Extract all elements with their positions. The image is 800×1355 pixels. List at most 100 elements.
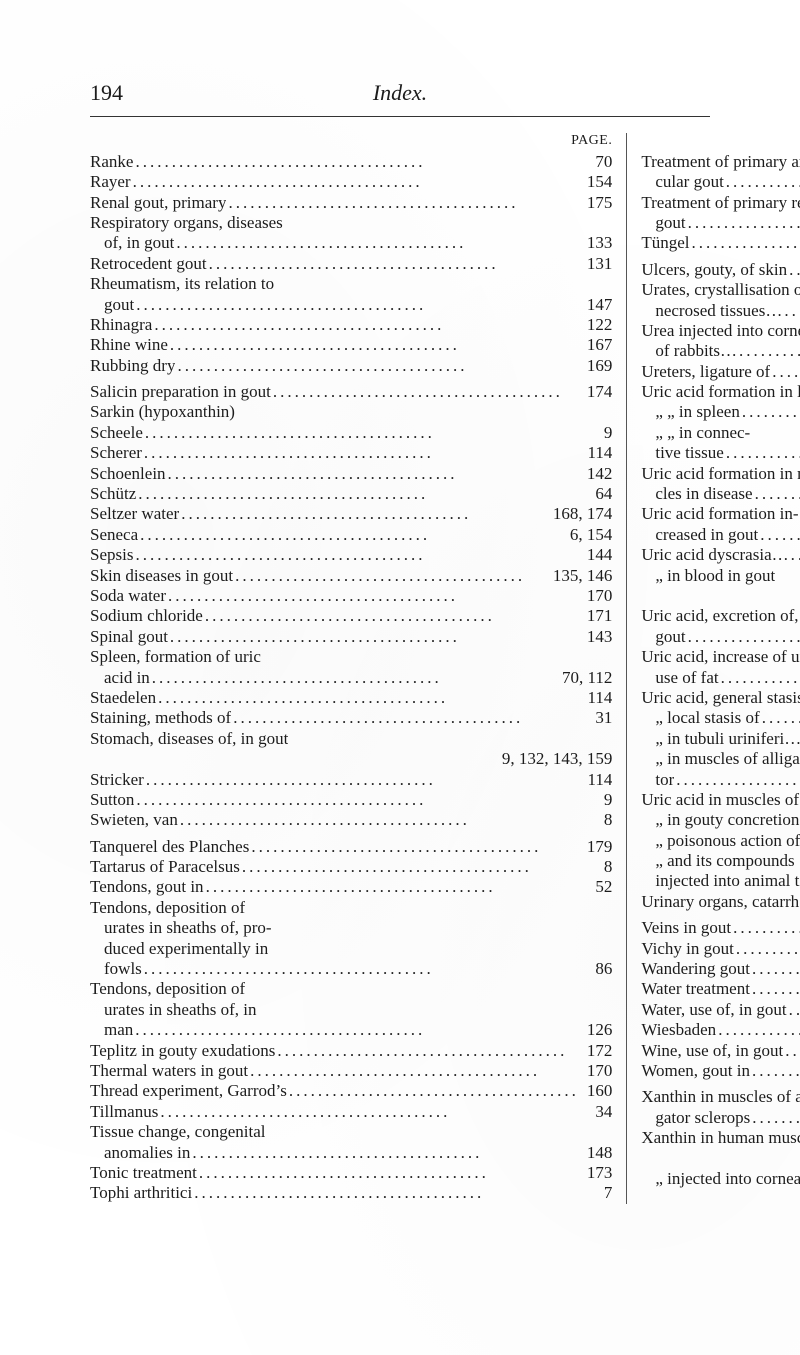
entry-leader-dots: ........................................ bbox=[142, 959, 590, 979]
index-entry: Schoenlein..............................… bbox=[90, 464, 612, 484]
entry-page: 170 bbox=[581, 586, 613, 606]
entry-leader-dots: ........................................ bbox=[724, 172, 800, 192]
entry-label: Sutton bbox=[90, 790, 134, 810]
entry-label: Seneca bbox=[90, 525, 138, 545]
entry-page: 9 bbox=[598, 423, 613, 443]
entry-leader-dots: ........................................ bbox=[133, 1020, 581, 1040]
entry-label: tor bbox=[655, 770, 674, 790]
entry-leader-dots: ........................................ bbox=[156, 688, 581, 708]
entry-page: 52 bbox=[589, 877, 612, 897]
entry-page: 142 bbox=[581, 464, 613, 484]
entry-label: Wandering gout bbox=[641, 959, 750, 979]
index-entry: tor.....................................… bbox=[641, 770, 800, 790]
entry-leader-dots: ........................................ bbox=[758, 525, 800, 545]
index-entry: Skin diseases in gout...................… bbox=[90, 566, 612, 586]
entry-label: Tonic treatment bbox=[90, 1163, 197, 1183]
index-entry: Water, use of, in gout..................… bbox=[641, 1000, 800, 1020]
entry-page: 6, 154 bbox=[564, 525, 613, 545]
entry-leader-dots: ........................................ bbox=[166, 464, 581, 484]
entry-page: 135, 146 bbox=[547, 566, 613, 586]
entry-leader-dots: ........................................ bbox=[674, 770, 800, 790]
entry-label: Ureters, ligature of bbox=[641, 362, 770, 382]
entry-label: gout bbox=[655, 213, 685, 233]
entry-label: Seltzer water bbox=[90, 504, 179, 524]
index-entry: Sodium chloride.........................… bbox=[90, 606, 612, 626]
entry-leader-dots: ........................................ bbox=[716, 1020, 800, 1040]
entry-page: 122 bbox=[581, 315, 613, 335]
index-entry: Tophi arthritici........................… bbox=[90, 1183, 612, 1203]
entry-page: 147 bbox=[581, 295, 613, 315]
entry-label: Sarkin (hypoxanthin) bbox=[90, 402, 235, 422]
entry-label: Spleen, formation of uric bbox=[90, 647, 261, 667]
index-entry: acid in.................................… bbox=[90, 668, 612, 688]
entry-leader-dots: ........................................ bbox=[204, 877, 590, 897]
index-entry: Scherer.................................… bbox=[90, 443, 612, 463]
index-entry: Staedelen...............................… bbox=[90, 688, 612, 708]
entry-label: „ in tubuli uriniferi… bbox=[655, 729, 800, 749]
entry-page: 31 bbox=[589, 708, 612, 728]
index-entry: Stricker................................… bbox=[90, 770, 612, 790]
header-rule bbox=[90, 116, 710, 117]
entry-label: Vichy in gout bbox=[641, 939, 733, 959]
index-entry: Respiratory organs, diseases bbox=[90, 213, 612, 233]
entry-label: Xanthin in human muscle bbox=[641, 1128, 800, 1148]
index-entry: Tüngel..................................… bbox=[641, 233, 800, 253]
entry-leader-dots: ........................................ bbox=[233, 566, 547, 586]
entry-leader-dots: ........................................ bbox=[226, 193, 580, 213]
index-entry: Urinary organs, catarrh of..............… bbox=[641, 892, 800, 912]
entry-page: 114 bbox=[581, 443, 612, 463]
entry-leader-dots: ........................................ bbox=[143, 423, 598, 443]
index-entry: „ „ in connec- bbox=[641, 423, 800, 443]
entry-label: of, in gout bbox=[104, 233, 174, 253]
index-entry: Thread experiment, Garrod’s.............… bbox=[90, 1081, 612, 1101]
entry-page: 179 bbox=[581, 837, 613, 857]
index-entry: „ in blood in gout bbox=[641, 566, 800, 586]
entry-page: 175 bbox=[581, 193, 613, 213]
entry-label: Spinal gout bbox=[90, 627, 168, 647]
index-entry: Rayer...................................… bbox=[90, 172, 612, 192]
entry-page: 167 bbox=[581, 335, 613, 355]
entry-label: Rubbing dry bbox=[90, 356, 175, 376]
index-entry: Uric acid formation in mus- bbox=[641, 464, 800, 484]
index-entry: Urea injected into cornea bbox=[641, 321, 800, 341]
entry-label: Soda water bbox=[90, 586, 166, 606]
entry-leader-dots: ........................................ bbox=[248, 1061, 581, 1081]
entry-label: Schoenlein bbox=[90, 464, 166, 484]
index-entry: Xanthin in human muscle bbox=[641, 1128, 800, 1148]
entry-label: Uric acid in muscles of fowls bbox=[641, 790, 800, 810]
index-entry: Seneca..................................… bbox=[90, 525, 612, 545]
index-entry: Uric acid dyscrasia…....................… bbox=[641, 545, 800, 565]
index-entry: Stomach, diseases of, in gout bbox=[90, 729, 612, 749]
entry-label: Ranke bbox=[90, 152, 133, 172]
entry-label: „ poisonous action of bbox=[655, 831, 800, 851]
entry-label: Xanthin in muscles of alli- bbox=[641, 1087, 800, 1107]
entry-gap bbox=[669, 1149, 800, 1169]
entry-leader-dots: ........................................ bbox=[134, 790, 597, 810]
entry-label: man bbox=[104, 1020, 133, 1040]
index-entry: of rabbits….............................… bbox=[641, 341, 800, 361]
entry-leader-dots: ........................................ bbox=[731, 918, 800, 938]
index-entry: anomalies in............................… bbox=[90, 1143, 612, 1163]
entry-label: „ local stasis of bbox=[655, 708, 759, 728]
entry-label: tive tissue bbox=[655, 443, 723, 463]
index-entry: „ and its compounds bbox=[641, 851, 800, 871]
entry-page: 114 bbox=[581, 770, 612, 790]
entry-label: Tendons, deposition of bbox=[90, 979, 245, 999]
entry-label: gout bbox=[104, 295, 134, 315]
entry-leader-dots: ........................................ bbox=[158, 1102, 589, 1122]
index-entry: of, in gout.............................… bbox=[90, 233, 612, 253]
entry-leader-dots: ........................................ bbox=[740, 402, 800, 422]
entry-leader-dots: ........................................ bbox=[750, 1108, 800, 1128]
index-entry: Uric acid, general stasis of............… bbox=[641, 688, 800, 708]
entry-label: gout bbox=[655, 627, 685, 647]
index-entry: „ „ in spleen...........................… bbox=[641, 402, 800, 422]
entry-label: Rhinagra bbox=[90, 315, 152, 335]
index-entry: Salicin preparation in gout.............… bbox=[90, 382, 612, 402]
entry-label: injected into animal tissues bbox=[655, 871, 800, 891]
entry-label: Urates, crystallisation of, in bbox=[641, 280, 800, 300]
entry-label: creased in gout bbox=[655, 525, 758, 545]
entry-label: Uric acid formation in liver bbox=[641, 382, 800, 402]
entry-leader-dots: ........................................ bbox=[207, 254, 581, 274]
entry-label: „ „ in connec- bbox=[655, 423, 750, 443]
entry-label: Tophi arthritici bbox=[90, 1183, 192, 1203]
